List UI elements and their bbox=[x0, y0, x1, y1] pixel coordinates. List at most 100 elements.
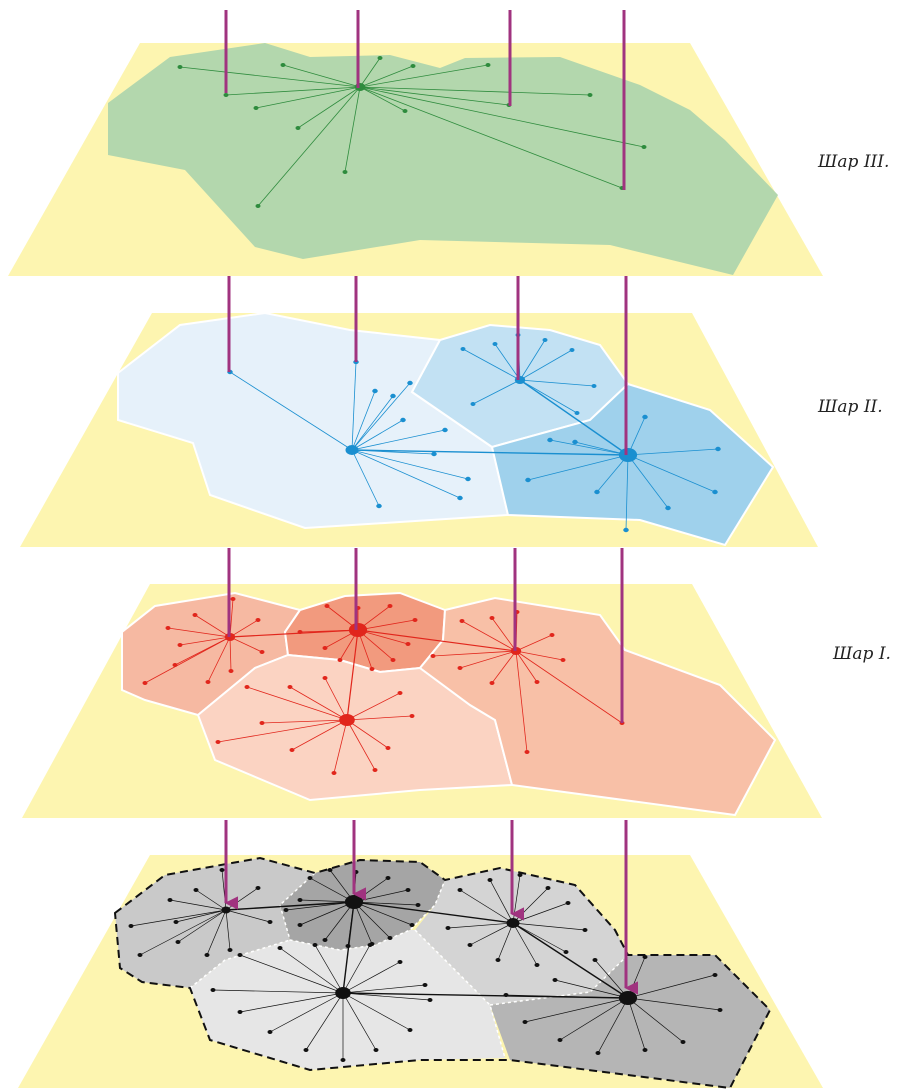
layer-0-edge bbox=[342, 944, 371, 994]
layer-1-node bbox=[387, 604, 393, 608]
layer-0-edge bbox=[554, 979, 629, 999]
layer-1-hub-node bbox=[348, 623, 368, 637]
layer-1-node bbox=[390, 658, 396, 662]
layer-0-edge bbox=[225, 909, 231, 951]
layer-2-edge bbox=[596, 454, 629, 493]
layer-1-edge bbox=[246, 686, 348, 721]
layer-2-node bbox=[715, 446, 721, 452]
layer-0-node bbox=[204, 953, 210, 957]
layer-0-node bbox=[405, 888, 411, 892]
layer-3-edge bbox=[359, 86, 623, 189]
layer-0-node bbox=[445, 926, 451, 930]
layer-2-edge bbox=[229, 371, 353, 451]
layer-2-edge bbox=[627, 454, 669, 509]
layer-1-node bbox=[287, 685, 293, 689]
layer-2-node bbox=[572, 439, 578, 445]
layer-0-inner-boundaries-3 bbox=[189, 939, 291, 989]
layer-1-node bbox=[489, 616, 495, 620]
layer-0-node bbox=[267, 920, 273, 924]
layer-1-node bbox=[259, 721, 265, 725]
layer-1-edge bbox=[491, 617, 517, 652]
layer-3-node bbox=[295, 126, 301, 130]
layer-1-node bbox=[324, 604, 330, 608]
layer-0-edge bbox=[269, 992, 344, 1033]
layer-1-edge bbox=[229, 636, 263, 653]
layer-3-node bbox=[280, 63, 286, 67]
layer-1-node bbox=[430, 654, 436, 658]
layer-0-hub-node bbox=[344, 895, 364, 909]
layer-0-node bbox=[312, 943, 318, 947]
layer-2-edge bbox=[519, 339, 546, 381]
layer-3-edge bbox=[359, 65, 414, 88]
layer-1-node bbox=[172, 663, 178, 667]
layer-0-inner-boundaries bbox=[279, 879, 446, 951]
layer-0-edge bbox=[512, 922, 567, 953]
layer-3-hub-node bbox=[354, 83, 366, 91]
layer-0-edge bbox=[353, 901, 391, 939]
layer-1-edge bbox=[291, 719, 348, 751]
layer-0-edge bbox=[497, 922, 514, 961]
layer-0-edge bbox=[177, 909, 227, 943]
layer-0-edge bbox=[353, 901, 373, 945]
layer-2-node bbox=[542, 338, 548, 342]
layer-2-node bbox=[431, 451, 437, 457]
layer-1-node bbox=[412, 618, 418, 622]
layer-0-node bbox=[303, 1048, 309, 1052]
layer-0-node bbox=[219, 868, 225, 872]
layer-0-edge bbox=[314, 944, 344, 994]
layer-0-node bbox=[373, 1048, 379, 1052]
layer-3-edge bbox=[257, 86, 361, 207]
layer-1-edge bbox=[346, 715, 413, 721]
layer-1-node bbox=[230, 597, 236, 601]
layer-0-trunk-edge bbox=[512, 922, 629, 999]
layer-0-node bbox=[385, 876, 391, 880]
layer-2-edge bbox=[351, 390, 376, 451]
layer-3-node bbox=[223, 93, 229, 97]
layer-0-edge bbox=[505, 994, 629, 999]
layer-2-edge bbox=[351, 449, 380, 507]
layer-0-trunk-edge bbox=[353, 901, 514, 924]
layer-0-node bbox=[307, 876, 313, 880]
layer-0-node bbox=[397, 960, 403, 964]
layer-1-edge bbox=[179, 636, 231, 646]
layer-2-node bbox=[460, 347, 466, 351]
layer-0-edge bbox=[342, 961, 401, 994]
layer-0-node bbox=[503, 993, 509, 997]
layer-2-edge bbox=[351, 449, 435, 455]
layer-1-edge bbox=[459, 650, 517, 669]
layer-2-hub-node bbox=[514, 376, 526, 384]
layer-1-node bbox=[459, 619, 465, 623]
layer-0-trunk-edge bbox=[225, 901, 355, 911]
layer-0-region-northwest bbox=[115, 858, 315, 988]
layer-0-node bbox=[387, 936, 393, 940]
layer-2-nodes bbox=[227, 333, 721, 533]
layer-0-edge bbox=[342, 992, 431, 1001]
layer-0-edge bbox=[469, 922, 514, 946]
layer-0-node bbox=[522, 1020, 528, 1024]
label-layer-3: Шар III. bbox=[818, 152, 890, 172]
layer-1-edge bbox=[229, 636, 232, 672]
layer-2 bbox=[20, 311, 818, 547]
layer-0-edge bbox=[206, 909, 227, 956]
layer-2-edge bbox=[519, 349, 573, 381]
layer-0-node bbox=[552, 978, 558, 982]
layer-3 bbox=[8, 43, 823, 276]
layer-2-node bbox=[465, 476, 471, 482]
layer-2-edge bbox=[351, 395, 394, 451]
layer-1-edge bbox=[167, 627, 231, 638]
layer-1-node bbox=[397, 691, 403, 695]
layer-3-edge bbox=[225, 86, 361, 96]
layer-0-node bbox=[283, 908, 289, 912]
layer-3-edge bbox=[255, 86, 361, 109]
layer-0-edge bbox=[195, 889, 227, 911]
layer-0-node bbox=[173, 920, 179, 924]
layer-1-node bbox=[457, 666, 463, 670]
layer-3-node bbox=[177, 65, 183, 69]
layer-0-edge bbox=[353, 901, 413, 926]
layer-2-node bbox=[623, 527, 629, 533]
layer-2-edge bbox=[472, 379, 521, 405]
layer-2-node bbox=[594, 489, 600, 495]
layer-1-node bbox=[549, 633, 555, 637]
layer-0-edge bbox=[559, 997, 629, 1041]
layer-2-node bbox=[525, 477, 531, 483]
